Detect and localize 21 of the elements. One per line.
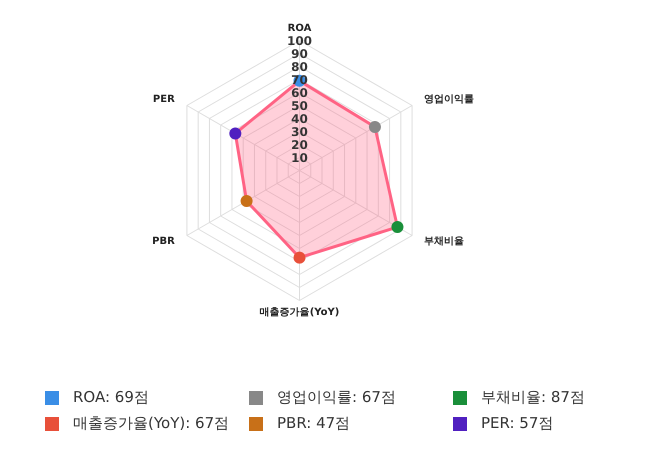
y-tick-label: 20: [291, 138, 308, 152]
y-tick-label: 90: [291, 47, 308, 61]
text: PER: 57점: [481, 413, 554, 434]
y-tick-label: 40: [291, 112, 308, 126]
text: 영업이익률: 67점: [277, 387, 396, 408]
text: 매출증가율(YoY): 67점: [73, 413, 230, 434]
spoke-label: 부채비율: [424, 236, 464, 247]
spoke-label: PBR: [152, 236, 176, 247]
y-tick-label: 50: [291, 99, 308, 113]
text: 부채비율: 87점: [481, 387, 585, 408]
y-tick-label: 30: [291, 125, 308, 139]
y-tick-label: 10: [291, 151, 308, 165]
y-tick-label: 80: [291, 60, 308, 74]
text: PBR: 47점: [277, 413, 350, 434]
spoke-label: 영업이익률: [424, 94, 474, 105]
spoke-label: PER: [152, 94, 176, 105]
spoke-label: 매출증가율(YoY): [260, 307, 340, 318]
y-tick-label: 60: [291, 86, 308, 100]
y-tick-label: 100: [286, 34, 312, 48]
spoke-label: ROA: [288, 23, 312, 34]
text: ROA: 69점: [73, 387, 149, 408]
